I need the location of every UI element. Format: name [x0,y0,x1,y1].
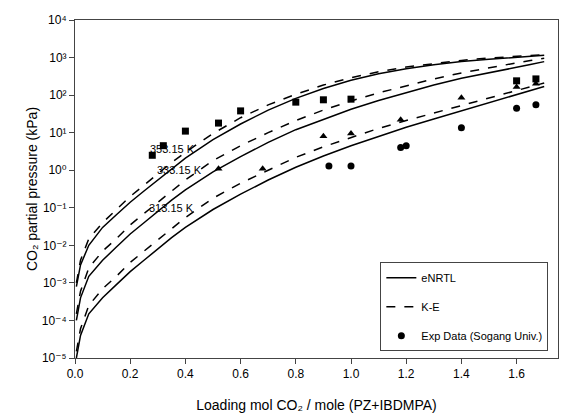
svg-text:1.6: 1.6 [508,367,525,381]
svg-text:eNRTL: eNRTL [421,272,456,284]
svg-text:313.15 K: 313.15 K [149,202,194,214]
svg-text:10²: 10² [49,88,66,102]
svg-text:10³: 10³ [49,51,66,65]
svg-text:353.15 K: 353.15 K [150,143,195,155]
svg-text:K-E: K-E [421,301,439,313]
svg-text:1.0: 1.0 [343,367,360,381]
svg-text:0.0: 0.0 [67,367,84,381]
svg-text:10⁻⁴: 10⁻⁴ [42,314,67,328]
svg-text:1.4: 1.4 [453,367,470,381]
svg-text:333.15 K: 333.15 K [157,164,202,176]
svg-text:0.4: 0.4 [177,367,194,381]
svg-text:Loading mol CO₂ / mole (PZ+IBD: Loading mol CO₂ / mole (PZ+IBDMPA) [196,397,437,413]
svg-text:10⁻¹: 10⁻¹ [43,201,67,215]
svg-text:10⁰: 10⁰ [48,163,66,177]
svg-text:10⁻²: 10⁻² [43,239,67,253]
svg-text:10⁴: 10⁴ [48,13,67,27]
svg-text:10⁻³: 10⁻³ [43,276,67,290]
svg-text:0.6: 0.6 [232,367,249,381]
svg-text:0.8: 0.8 [287,367,304,381]
svg-text:1.2: 1.2 [398,367,415,381]
svg-text:CO₂ partial pressure (kPa): CO₂ partial pressure (kPa) [24,107,40,271]
svg-text:10¹: 10¹ [49,126,66,140]
svg-text:10⁻⁵: 10⁻⁵ [42,351,67,365]
svg-text:Exp Data (Sogang Univ.): Exp Data (Sogang Univ.) [421,330,542,342]
svg-text:0.2: 0.2 [122,367,139,381]
